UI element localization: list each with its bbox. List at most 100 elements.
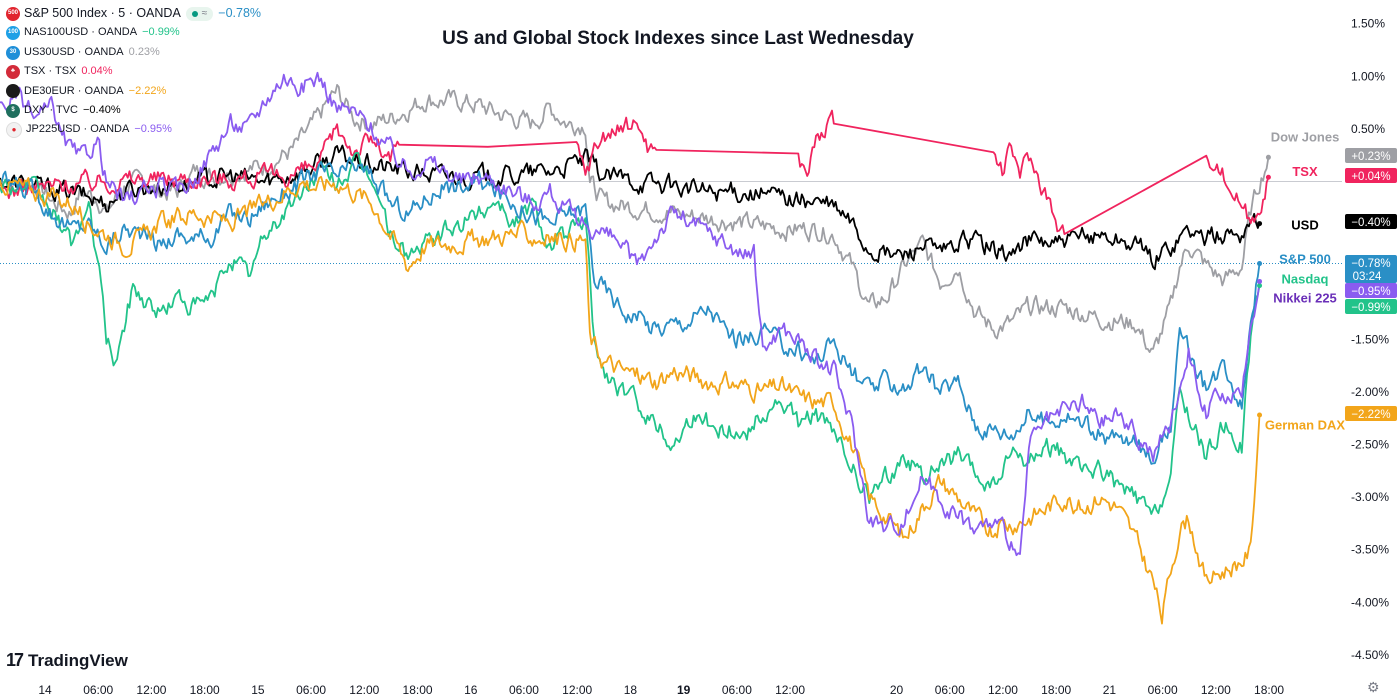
series-name-label: German DAX — [1265, 418, 1346, 433]
x-tick-label: 06:00 — [296, 683, 326, 697]
value-badge-text: −0.95% — [1351, 286, 1390, 298]
x-tick-label: 06:00 — [935, 683, 965, 697]
y-tick-label: 0.50% — [1351, 122, 1385, 136]
series-name-label: TSX — [1292, 164, 1318, 179]
x-tick-label: 06:00 — [83, 683, 113, 697]
market-status-pill[interactable]: ≈ — [185, 6, 214, 21]
series-name-label: USD — [1291, 218, 1318, 233]
legend-row[interactable]: DE30EUR · OANDA −2.22% — [6, 82, 261, 101]
legend-row-main[interactable]: 500 S&P 500 Index · 5 · OANDA ≈ −0.78% — [6, 4, 261, 23]
symbol-icon: $ — [6, 103, 20, 118]
y-tick-label: 1.50% — [1351, 17, 1385, 31]
y-tick-label: -4.50% — [1351, 648, 1389, 662]
series-name-label: Nikkei 225 — [1273, 290, 1337, 305]
value-badge-text: +0.23% — [1351, 151, 1390, 163]
series-line-us500[interactable] — [0, 156, 1261, 465]
x-tick-label: 12:00 — [1201, 683, 1231, 697]
x-tick-label: 18:00 — [1254, 683, 1284, 697]
x-tick-label: 18:00 — [1041, 683, 1071, 697]
x-tick-label: 20 — [890, 683, 904, 697]
legend-symbol-name: DXY · TVC — [24, 104, 78, 117]
endpoint-tsx — [1265, 174, 1271, 180]
value-badge-jp225usd: −0.95% — [1345, 283, 1397, 298]
x-tick-label: 18:00 — [190, 683, 220, 697]
legend-symbol-name: US30USD · OANDA — [24, 45, 124, 58]
value-badge-de30eur: −2.22% — [1345, 406, 1397, 421]
legend-symbol-name: DE30EUR · OANDA — [24, 84, 124, 97]
x-tick-label: 15 — [251, 683, 265, 697]
value-badge-tsx: +0.04% — [1345, 168, 1397, 183]
market-open-dot-icon — [191, 10, 198, 17]
x-tick-label: 12:00 — [775, 683, 805, 697]
legend: 500 S&P 500 Index · 5 · OANDA ≈ −0.78% 1… — [6, 4, 261, 140]
symbol-icon — [6, 84, 20, 99]
value-badge-us30usd: +0.23% — [1345, 148, 1397, 163]
y-tick-label: -4.00% — [1351, 595, 1389, 609]
y-tick-label: -3.50% — [1351, 543, 1389, 557]
series-line-nas100usd[interactable] — [0, 152, 1261, 515]
legend-row[interactable]: ♣ TSX · TSX 0.04% — [6, 62, 261, 81]
legend-change: 0.23% — [128, 45, 160, 58]
legend-row[interactable]: ● JP225USD · OANDA −0.95% — [6, 120, 261, 139]
value-badge-text: +0.04% — [1351, 171, 1390, 183]
endpoint-de30eur — [1257, 412, 1263, 418]
legend-main-change: −0.78% — [218, 6, 262, 20]
endpoint-us500 — [1257, 261, 1263, 267]
series-name-label: S&P 500 — [1279, 251, 1331, 266]
x-tick-label: 18:00 — [403, 683, 433, 697]
tradingview-logo-icon: 17 — [6, 650, 24, 670]
series-line-jp225usd[interactable] — [0, 71, 1261, 557]
chart-title: US and Global Stock Indexes since Last W… — [442, 28, 914, 49]
value-badge-text: −0.40% — [1351, 217, 1390, 229]
value-badge-nas100usd: −0.99% — [1345, 299, 1397, 314]
legend-change: −0.40% — [83, 104, 121, 117]
value-badge-dxy: −0.40% — [1345, 214, 1397, 229]
approx-icon: ≈ — [201, 8, 208, 19]
x-tick-label: 18 — [624, 683, 638, 697]
endpoint-us30usd — [1265, 154, 1271, 160]
legend-symbol-name: NAS100USD · OANDA — [24, 26, 138, 39]
y-tick-label: -3.00% — [1351, 490, 1389, 504]
legend-change: −2.22% — [128, 84, 167, 97]
tradingview-wordmark: TradingView — [28, 650, 128, 670]
legend-row[interactable]: 100 NAS100USD · OANDA −0.99% — [6, 23, 261, 42]
legend-change: −0.95% — [134, 123, 172, 136]
x-tick-label: 06:00 — [509, 683, 539, 697]
y-tick-label: 1.00% — [1351, 69, 1385, 83]
symbol-icon: ♣ — [6, 64, 20, 79]
value-badge-text: −0.78% — [1351, 258, 1390, 270]
x-tick-label: 12:00 — [562, 683, 592, 697]
endpoint-dxy — [1257, 221, 1263, 227]
x-tick-label: 21 — [1103, 683, 1117, 697]
symbol-icon: 30 — [6, 45, 20, 60]
x-tick-label: 12:00 — [136, 683, 166, 697]
series-line-dxy[interactable] — [0, 144, 1261, 271]
series-line-tsx[interactable] — [0, 109, 1270, 235]
value-badge-text: −0.99% — [1351, 302, 1390, 314]
sp500-symbol-icon: 500 — [6, 6, 20, 21]
x-tick-label: 16 — [464, 683, 478, 697]
gear-icon[interactable]: ⚙ — [1367, 679, 1380, 695]
legend-row[interactable]: $ DXY · TVC −0.40% — [6, 101, 261, 120]
legend-row[interactable]: 30 US30USD · OANDA 0.23% — [6, 43, 261, 62]
x-tick-label: 14 — [38, 683, 52, 697]
x-tick-label: 06:00 — [1148, 683, 1178, 697]
tradingview-logo[interactable]: 17 TradingView — [6, 650, 128, 671]
x-tick-label: 12:00 — [988, 683, 1018, 697]
legend-change: 0.04% — [81, 65, 113, 78]
legend-change: −0.99% — [142, 26, 180, 39]
series-name-label: Dow Jones — [1271, 129, 1340, 144]
legend-main-name: S&P 500 Index · 5 · OANDA — [24, 6, 181, 20]
symbol-icon: ● — [6, 122, 22, 139]
y-tick-label: -2.50% — [1351, 438, 1389, 452]
x-tick-label: 12:00 — [349, 683, 379, 697]
x-tick-label: 19 — [677, 683, 691, 697]
y-tick-label: -2.00% — [1351, 385, 1389, 399]
legend-symbol-name: JP225USD · OANDA — [26, 123, 130, 136]
x-tick-label: 06:00 — [722, 683, 752, 697]
symbol-icon: 100 — [6, 26, 20, 41]
series-line-de30eur[interactable] — [0, 175, 1261, 625]
value-badge-text: −2.22% — [1351, 409, 1390, 421]
endpoint-jp225usd — [1257, 278, 1263, 284]
